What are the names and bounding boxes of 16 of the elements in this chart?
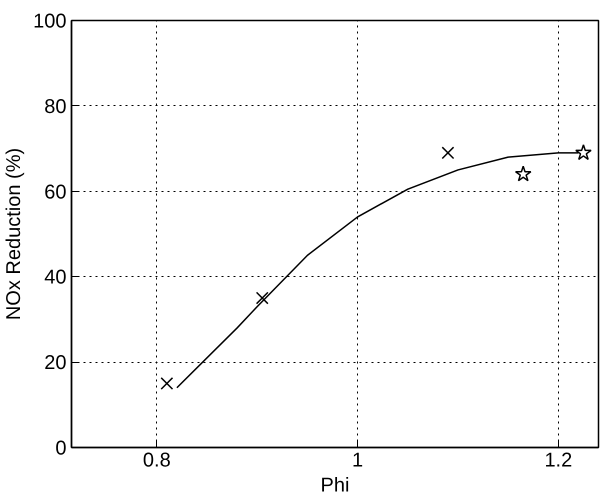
y-tick-label: 60 [44, 181, 67, 204]
point [256, 292, 269, 304]
x-axis-title: Phi [320, 474, 350, 496]
point [514, 165, 532, 182]
x-tick-label: 1 [352, 450, 364, 472]
y-axis-title: NOx Reduction (%) [3, 148, 26, 320]
y-tick-label: 100 [33, 10, 67, 32]
point [575, 144, 592, 160]
x-tick-label: 0.8 [142, 450, 171, 472]
point [160, 377, 174, 390]
y-tick-label: 20 [44, 352, 67, 374]
y-tick-label: 0 [55, 438, 66, 460]
y-tick-label: 80 [44, 96, 67, 118]
y-tick-label: 40 [44, 266, 67, 289]
x-tick-label: 1.2 [544, 450, 572, 472]
point [442, 146, 454, 160]
